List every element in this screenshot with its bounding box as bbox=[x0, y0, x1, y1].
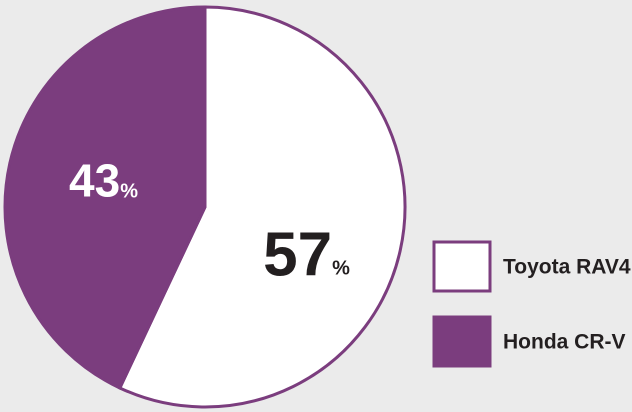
pie-slice bbox=[117, 5, 407, 409]
value-label: 43% bbox=[69, 154, 138, 206]
legend-text: Toyota RAV4 bbox=[503, 256, 631, 279]
legend-text: Honda CR-V bbox=[503, 331, 626, 354]
legend-swatch bbox=[432, 240, 492, 293]
value-label: 57% bbox=[263, 221, 350, 290]
legend-swatch bbox=[432, 315, 492, 368]
pie-slice bbox=[3, 5, 207, 390]
